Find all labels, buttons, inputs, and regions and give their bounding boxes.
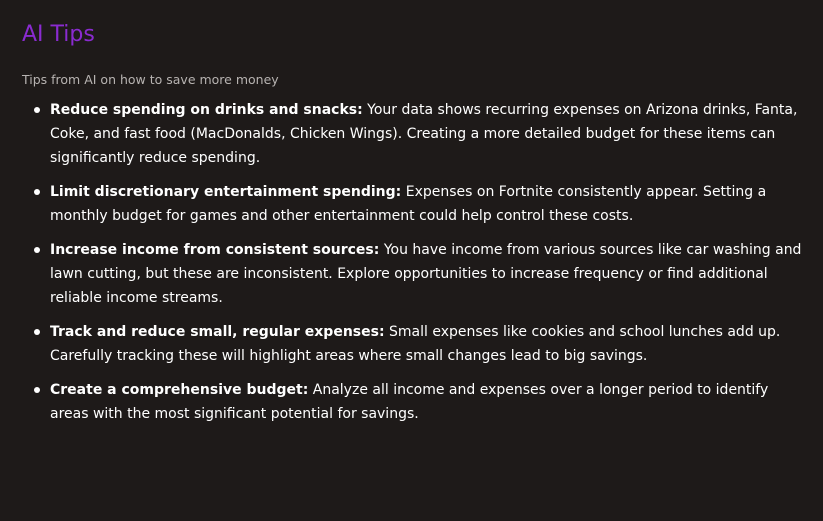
tip-item: Reduce spending on drinks and snacks: Yo… bbox=[22, 98, 802, 170]
tip-heading: Reduce spending on drinks and snacks: bbox=[50, 102, 363, 118]
tip-body: You have income from various sources lik… bbox=[50, 242, 802, 306]
bullet-icon bbox=[34, 387, 40, 393]
tips-list: Reduce spending on drinks and snacks: Yo… bbox=[22, 98, 802, 436]
tip-heading: Limit discretionary entertainment spendi… bbox=[50, 184, 402, 200]
panel-title: AI Tips bbox=[22, 22, 95, 47]
bullet-icon bbox=[34, 329, 40, 335]
tip-body: Expenses on Fortnite consistently appear… bbox=[50, 184, 767, 224]
tip-item: Track and reduce small, regular expenses… bbox=[22, 320, 802, 368]
tip-body: Your data shows recurring expenses on Ar… bbox=[50, 102, 798, 166]
bullet-icon bbox=[34, 247, 40, 253]
bullet-icon bbox=[34, 107, 40, 113]
tip-item: Create a comprehensive budget: Analyze a… bbox=[22, 378, 802, 426]
tip-heading: Increase income from consistent sources: bbox=[50, 242, 380, 258]
panel-subtitle: Tips from AI on how to save more money bbox=[22, 72, 279, 87]
bullet-icon bbox=[34, 189, 40, 195]
tip-body: Small expenses like cookies and school l… bbox=[50, 324, 781, 364]
tip-body: Analyze all income and expenses over a l… bbox=[50, 382, 769, 422]
tip-heading: Create a comprehensive budget: bbox=[50, 382, 309, 398]
tip-heading: Track and reduce small, regular expenses… bbox=[50, 324, 385, 340]
tip-item: Limit discretionary entertainment spendi… bbox=[22, 180, 802, 228]
tip-item: Increase income from consistent sources:… bbox=[22, 238, 802, 310]
